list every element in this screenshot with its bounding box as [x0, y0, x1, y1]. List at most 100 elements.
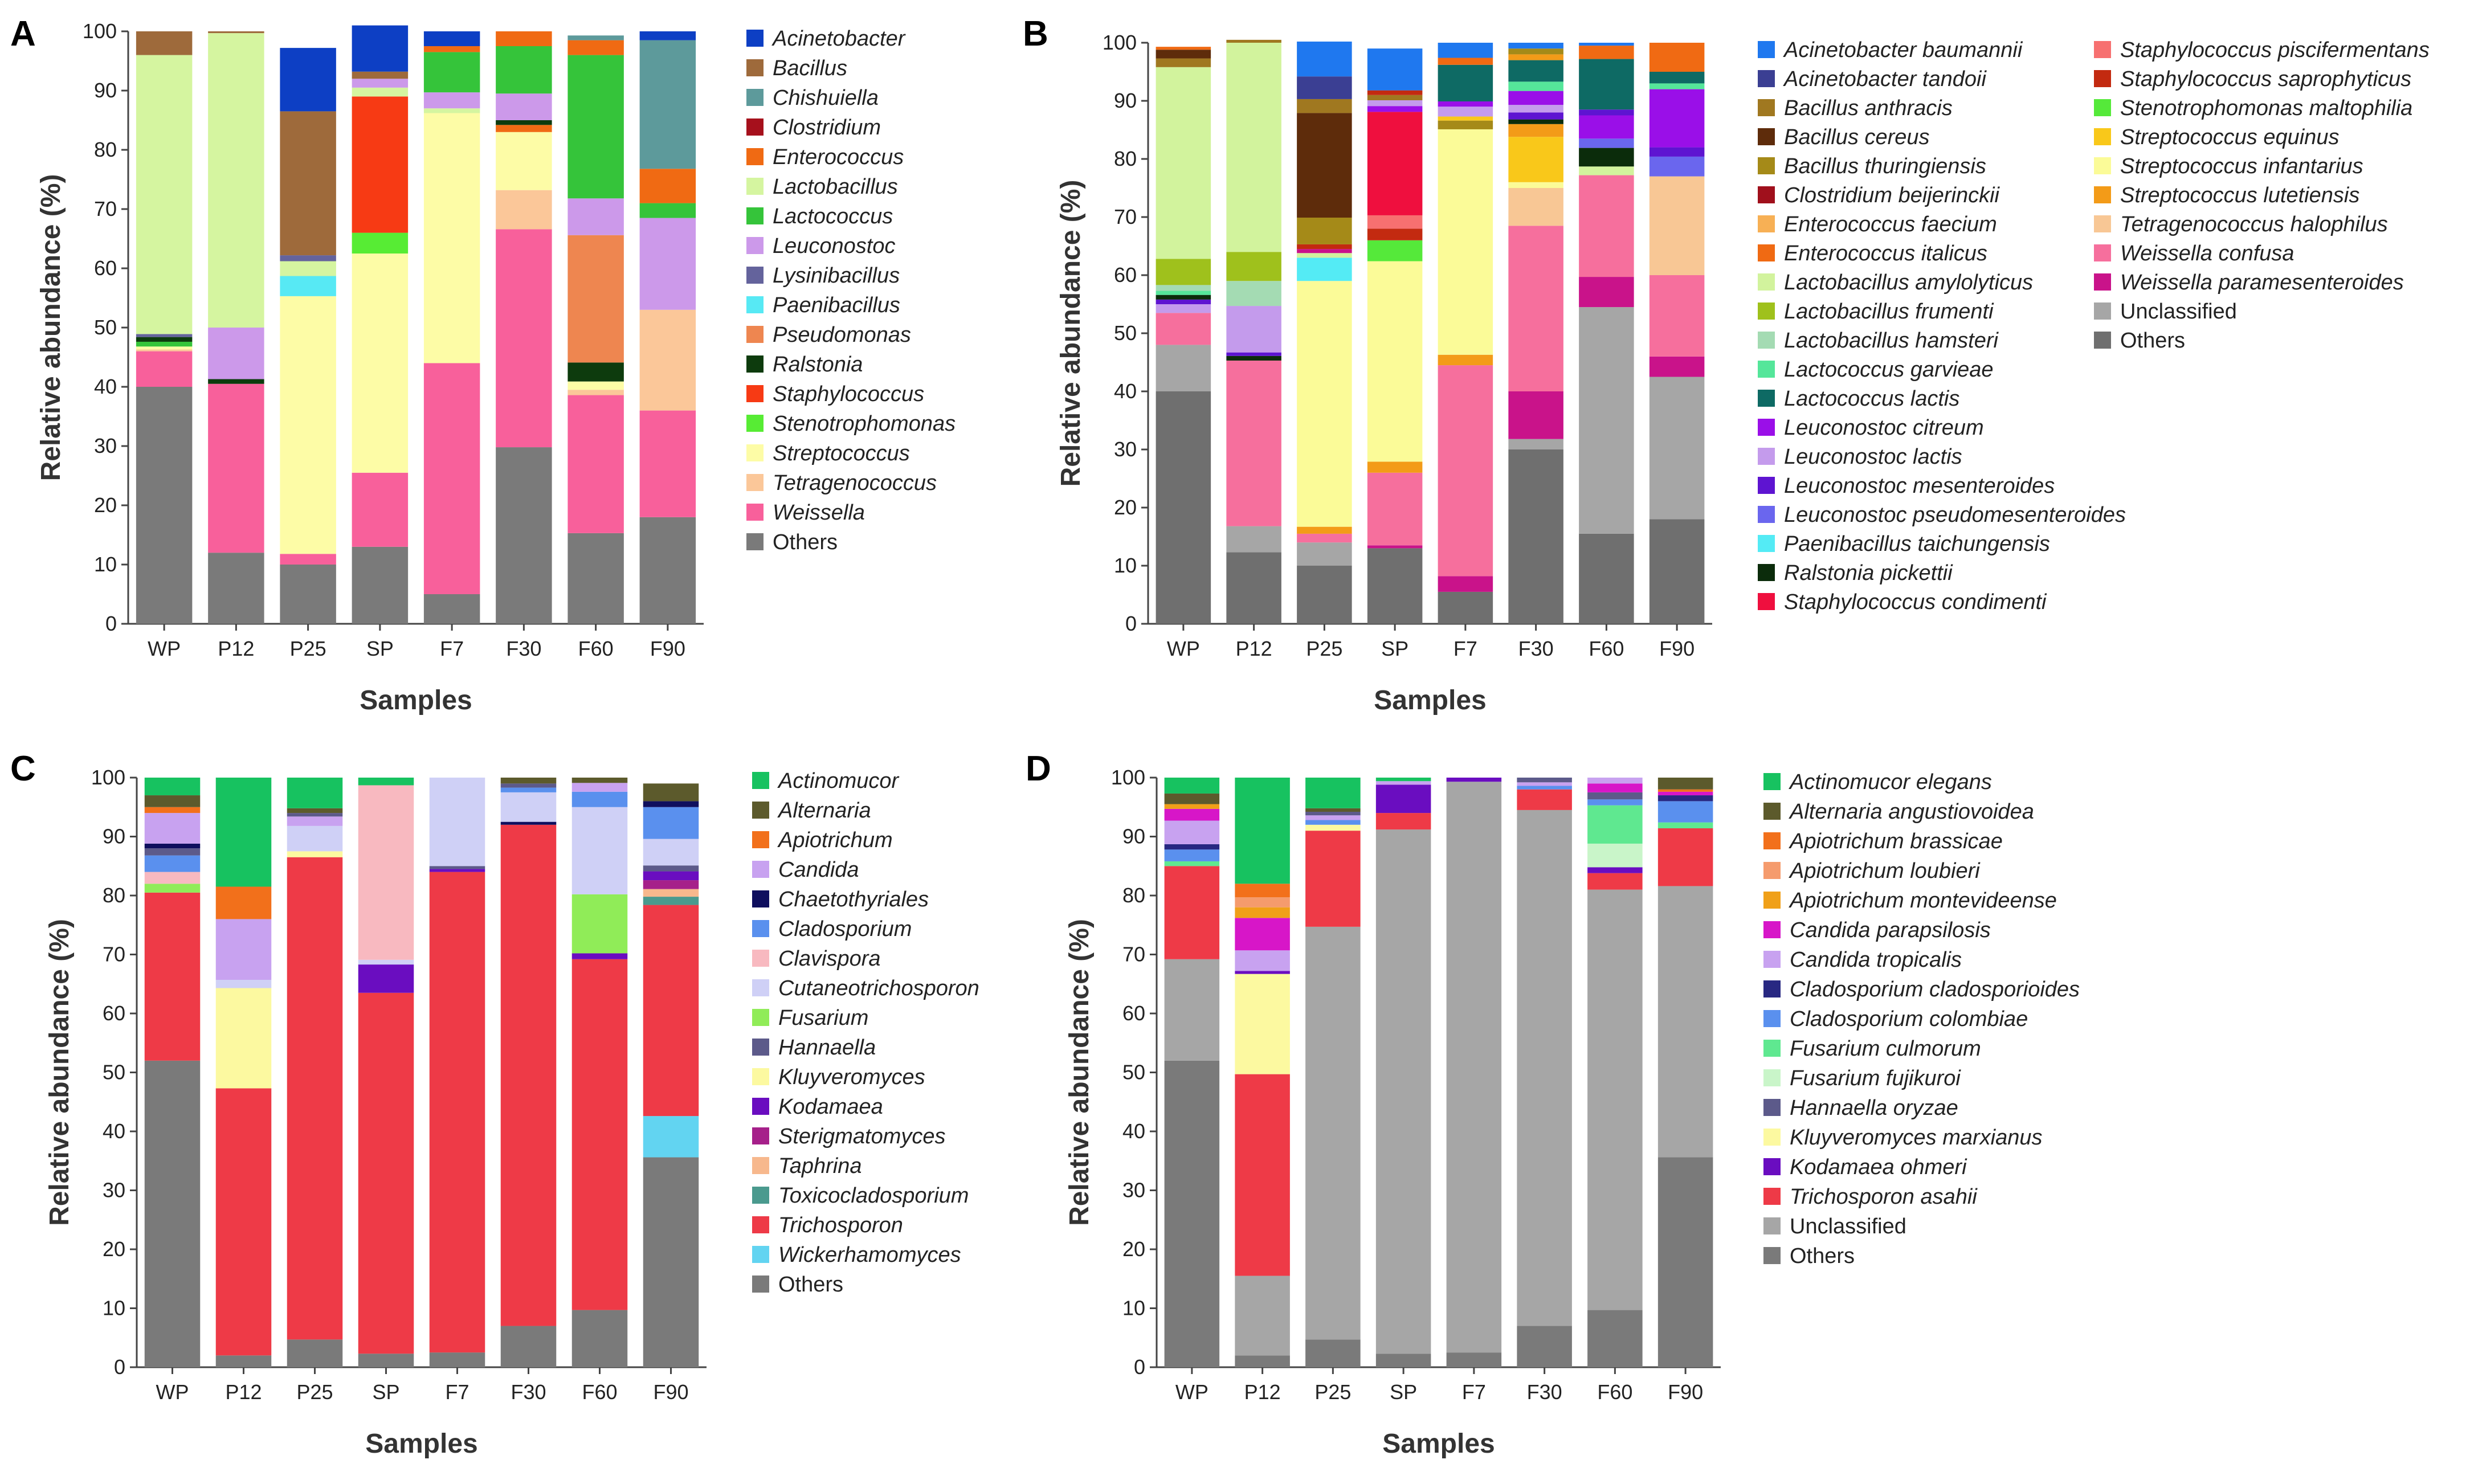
- bar-segment-candida-tropicalis: [1587, 778, 1643, 784]
- bar-segment-lactococcus-lactis: [1508, 60, 1563, 82]
- bar-segment-weissella-confusa: [1508, 226, 1563, 391]
- bar-f90: [1649, 43, 1705, 624]
- legend-label: Lactococcus garvieae: [1784, 358, 1994, 382]
- legend-item-chishuiella: Chishuiella: [746, 86, 879, 110]
- legend-item-unclassified: Unclassified: [1763, 1215, 1906, 1238]
- x-axis-title: Samples: [360, 685, 472, 716]
- bar-segment-lactococcus: [136, 341, 193, 347]
- bar-segment-streptococcus: [280, 296, 336, 554]
- legend-label: Staphylococcus piscifermentans: [2120, 38, 2430, 62]
- bar-segment-hannaella: [429, 866, 485, 869]
- legend-label: Ralstonia: [773, 353, 863, 377]
- bar-segment-weissella: [639, 410, 696, 517]
- legend-item-fusarium-culmorum: Fusarium culmorum: [1763, 1037, 1981, 1061]
- legend-label: Clavispora: [778, 947, 881, 971]
- bar-f7: [1446, 778, 1502, 1367]
- legend-swatch: [752, 1039, 769, 1056]
- y-tick-label: 30: [94, 434, 117, 457]
- bar-f7: [1438, 43, 1493, 624]
- legend-item-cutaneotrichosporon: Cutaneotrichosporon: [752, 976, 979, 1000]
- legend-swatch: [1763, 1247, 1781, 1264]
- panel-letter: B: [1023, 14, 1048, 54]
- legend-item-fusarium: Fusarium: [752, 1006, 868, 1030]
- legend-label: Clostridium: [773, 116, 881, 140]
- bar-segment-bacillus-anthracis: [1156, 58, 1211, 67]
- bar-f30: [1517, 778, 1572, 1367]
- bar-segment-enterococcus: [496, 125, 552, 132]
- bar-segment-fusarium-culmorum: [1164, 861, 1220, 866]
- legend-item-candida-parapsilosis: Candida parapsilosis: [1763, 918, 1991, 942]
- x-tick-label: P12: [1236, 637, 1272, 660]
- bar-segment-sterigmatomyces: [643, 880, 699, 889]
- legend-label: Fusarium fujikuroi: [1790, 1066, 1961, 1090]
- bar-segment-cutaneotrichosporon: [429, 778, 485, 866]
- bar-segment-ralstonia-pickettii: [1226, 355, 1281, 361]
- y-tick-label: 90: [1114, 89, 1137, 112]
- bar-segment-others: [1226, 552, 1281, 624]
- y-tick-label: 60: [103, 1001, 125, 1025]
- legend-item-lysinibacillus: Lysinibacillus: [746, 264, 900, 288]
- y-tick-label: 30: [103, 1179, 125, 1202]
- bar-segment-paenibacillus-taichungensis: [1297, 257, 1352, 281]
- legend-item-acinetobacter-tandoii: Acinetobacter tandoii: [1758, 67, 1987, 91]
- bar-segment-others: [496, 447, 552, 624]
- bar-segment-actinomucor: [287, 778, 343, 808]
- y-tick-label: 100: [91, 766, 125, 789]
- bar-segment-lysinibacillus: [280, 255, 336, 261]
- bar-segment-others: [639, 517, 696, 624]
- legend-swatch: [752, 979, 769, 996]
- bar-segment-weissella-confusa: [1156, 313, 1211, 345]
- bar-f60: [1579, 43, 1634, 624]
- bar-segment-leuconostoc: [208, 328, 264, 379]
- bar-segment-ralstonia: [208, 379, 264, 384]
- legend-label: Cutaneotrichosporon: [778, 976, 979, 1000]
- bar-segment-actinomucor: [358, 778, 414, 786]
- bar-segment-candida-parapsilosis: [1587, 783, 1643, 792]
- bar-segment-candida-parapsilosis: [1164, 808, 1220, 821]
- bar-p25: [1297, 41, 1352, 624]
- legend-swatch: [1758, 302, 1775, 320]
- y-tick-label: 10: [1122, 1297, 1145, 1320]
- bar-segment-cutaneotrichosporon: [643, 839, 699, 866]
- bar-segment-others: [1438, 591, 1493, 624]
- panel-c: C 0 10 20 30 40 50 60 70 80 90 100 WP P12 P25 SP F7 F30 F6…: [10, 749, 979, 1459]
- bar-segment-streptococcus-lutetiensis: [1367, 461, 1423, 473]
- bar-segment-lactococcus: [496, 46, 552, 94]
- legend-swatch: [752, 802, 769, 819]
- bar-segment-enterococcus-italicus: [1438, 58, 1493, 65]
- bar-segment-candida-tropicalis: [1164, 820, 1220, 844]
- bar-p12: [1226, 39, 1281, 624]
- bar-segment-apiotrichum: [215, 886, 272, 919]
- legend-swatch: [1758, 593, 1775, 610]
- bar-wp: [1164, 778, 1220, 1367]
- legend-item-staphylococcus-piscifermentans: Staphylococcus piscifermentans: [2094, 38, 2430, 62]
- bar-segment-kodamaea-ohmeri: [1235, 971, 1290, 974]
- legend-label: Tetragenococcus halophilus: [2120, 212, 2388, 236]
- y-tick-label: 0: [1134, 1355, 1145, 1379]
- bar-segment-streptococcus-lutetiensis: [1508, 54, 1563, 60]
- legend-swatch: [2094, 128, 2111, 145]
- legend-item-hannaella: Hannaella: [752, 1036, 876, 1060]
- bar-segment-ralstonia-pickettii: [1508, 119, 1563, 124]
- legend-item-kluyveromyces: Kluyveromyces: [752, 1065, 925, 1089]
- y-tick-label: 80: [103, 884, 125, 907]
- bar-segment-lactococcus: [423, 52, 480, 93]
- bar-segment-leuconostoc-pseudomesenteroides: [1649, 156, 1705, 177]
- bar-segment-bacillus-anthracis: [1367, 95, 1423, 100]
- legend-item-pseudomonas: Pseudomonas: [746, 323, 911, 347]
- y-tick-label: 10: [94, 553, 117, 576]
- bar-segment-alternaria: [571, 778, 628, 783]
- y-tick-label: 0: [105, 612, 117, 635]
- legend-item-enterococcus-faecium: Enterococcus faecium: [1758, 212, 1997, 236]
- bar-p25: [280, 48, 336, 624]
- y-tick-label: 50: [1114, 321, 1137, 345]
- legend-label: Stenotrophomonas: [773, 412, 956, 436]
- legend-swatch: [752, 1098, 769, 1115]
- x-tick-label: P25: [1306, 637, 1342, 660]
- panel-letter: D: [1026, 749, 1051, 788]
- legend-item-apiotrichum-loubieri: Apiotrichum loubieri: [1763, 859, 1981, 883]
- bar-segment-others: [208, 553, 264, 624]
- x-tick-label: P25: [296, 1380, 333, 1404]
- legend-label: Acinetobacter: [771, 27, 906, 51]
- x-tick-label: F7: [1454, 637, 1477, 660]
